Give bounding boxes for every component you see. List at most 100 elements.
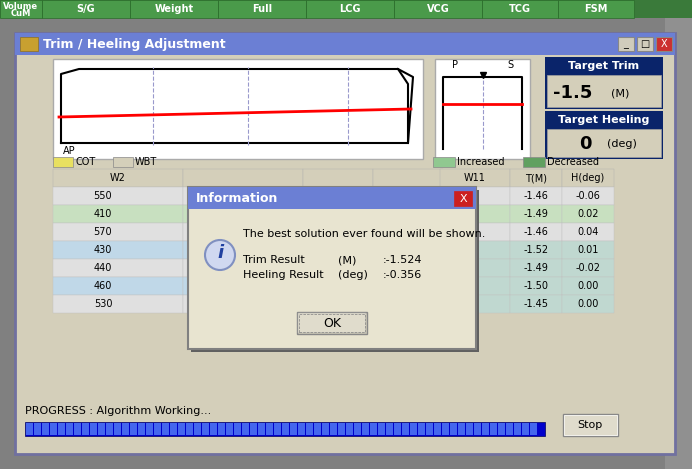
Bar xyxy=(297,312,367,334)
Bar xyxy=(53,205,183,223)
Text: 160: 160 xyxy=(394,245,412,255)
Text: COT: COT xyxy=(75,157,95,167)
Text: 610: 610 xyxy=(214,263,233,273)
Bar xyxy=(53,259,183,277)
Bar xyxy=(440,187,510,205)
Bar xyxy=(510,295,562,313)
Bar xyxy=(66,423,73,435)
Bar xyxy=(74,423,81,435)
Text: AP: AP xyxy=(63,146,75,156)
Bar xyxy=(386,423,393,435)
Bar xyxy=(15,33,675,55)
Bar xyxy=(170,423,177,435)
Bar xyxy=(183,205,303,223)
Bar xyxy=(178,423,185,435)
Text: -1.5: -1.5 xyxy=(553,84,592,102)
Text: Full: Full xyxy=(252,4,272,14)
Bar xyxy=(218,0,306,18)
Bar xyxy=(146,423,153,435)
Bar xyxy=(373,169,443,187)
Bar xyxy=(545,111,663,159)
Bar xyxy=(370,423,377,435)
Text: (deg): (deg) xyxy=(607,139,637,149)
Text: :-0.356: :-0.356 xyxy=(383,270,422,280)
Bar xyxy=(183,241,303,259)
Bar xyxy=(188,187,476,209)
Text: VCG: VCG xyxy=(427,4,449,14)
Bar xyxy=(482,423,489,435)
Bar xyxy=(450,423,457,435)
Text: -1.49: -1.49 xyxy=(524,263,549,273)
Bar xyxy=(394,0,482,18)
Bar xyxy=(188,187,476,349)
Bar xyxy=(42,0,130,18)
Text: TCG: TCG xyxy=(509,4,531,14)
Bar xyxy=(435,59,530,159)
Bar xyxy=(98,423,105,435)
Bar xyxy=(510,277,562,295)
Text: (M): (M) xyxy=(338,255,356,265)
Text: 50: 50 xyxy=(327,263,339,273)
Bar xyxy=(330,423,337,435)
Text: 590: 590 xyxy=(214,209,233,219)
Bar xyxy=(0,0,692,18)
Bar xyxy=(564,415,617,435)
Bar xyxy=(410,423,417,435)
Bar xyxy=(218,423,225,435)
Text: -0.02: -0.02 xyxy=(576,263,601,273)
Text: Target Trim: Target Trim xyxy=(568,61,639,71)
Bar xyxy=(34,423,41,435)
Bar xyxy=(373,223,443,241)
Bar xyxy=(433,157,455,167)
Text: i: i xyxy=(217,244,223,262)
Text: 630: 630 xyxy=(214,281,233,291)
Text: T(M): T(M) xyxy=(525,173,547,183)
Bar xyxy=(490,423,497,435)
Bar xyxy=(510,259,562,277)
Text: FSM: FSM xyxy=(584,4,608,14)
Text: Volume: Volume xyxy=(3,1,39,10)
Text: 0: 0 xyxy=(579,135,592,153)
Bar xyxy=(530,423,537,435)
Bar xyxy=(183,259,303,277)
Bar xyxy=(394,423,401,435)
Bar xyxy=(562,241,614,259)
Text: 60: 60 xyxy=(327,227,339,237)
Bar xyxy=(373,241,443,259)
Text: 460: 460 xyxy=(94,281,112,291)
Bar xyxy=(440,223,510,241)
Bar xyxy=(454,191,472,206)
Bar xyxy=(562,259,614,277)
Bar xyxy=(514,423,521,435)
Text: X: X xyxy=(459,194,467,204)
Bar xyxy=(50,423,57,435)
Bar xyxy=(183,169,303,187)
Bar xyxy=(0,0,42,18)
Bar xyxy=(510,205,562,223)
Bar xyxy=(194,423,201,435)
Bar xyxy=(322,423,329,435)
Bar xyxy=(440,169,510,187)
Text: 30: 30 xyxy=(397,299,409,309)
Text: 530: 530 xyxy=(93,299,112,309)
Text: CuM: CuM xyxy=(11,8,31,17)
Bar xyxy=(314,423,321,435)
Bar xyxy=(303,241,373,259)
Text: :-1.524: :-1.524 xyxy=(383,255,423,265)
Text: S/G: S/G xyxy=(77,4,95,14)
Bar xyxy=(545,57,663,109)
Bar xyxy=(547,129,661,157)
Bar xyxy=(191,190,479,352)
Text: PROGRESS : Algorithm Working...: PROGRESS : Algorithm Working... xyxy=(25,406,211,416)
Bar xyxy=(373,295,443,313)
Bar xyxy=(106,423,113,435)
Text: 540: 540 xyxy=(214,227,233,237)
Bar xyxy=(474,423,481,435)
Bar xyxy=(562,295,614,313)
Bar xyxy=(656,37,672,51)
Bar xyxy=(290,423,297,435)
Bar xyxy=(418,423,425,435)
Bar xyxy=(53,295,183,313)
Bar xyxy=(82,423,89,435)
Text: 130: 130 xyxy=(394,263,412,273)
